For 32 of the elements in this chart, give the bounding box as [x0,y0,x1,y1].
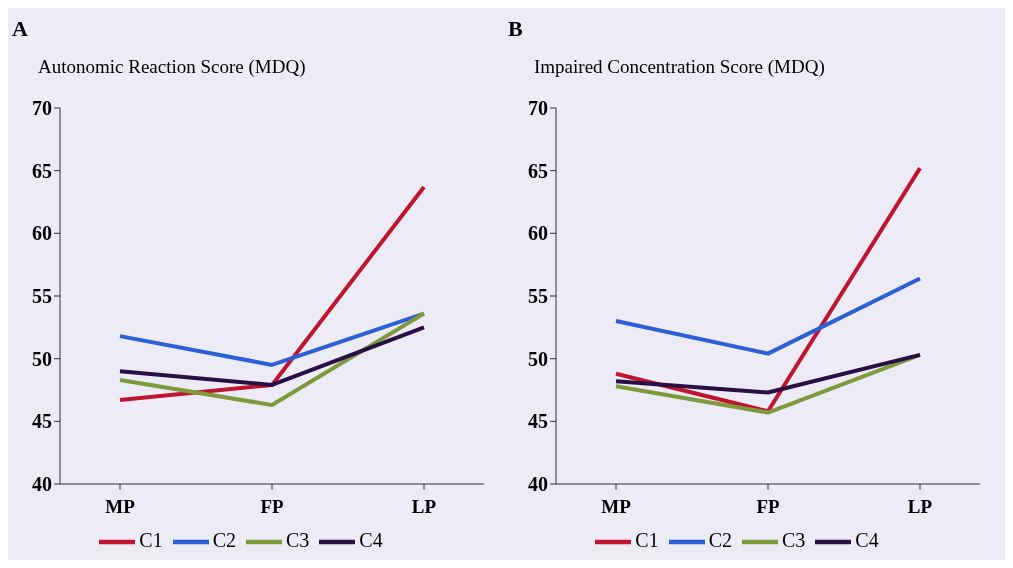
y-tick-label: 60 [528,222,548,245]
x-tick-label: MP [105,496,136,518]
legend-label: C3 [782,528,806,551]
x-tick-label: MP [601,496,632,518]
legend-label: C3 [286,528,310,551]
y-tick-label: 55 [528,285,548,308]
y-tick-label: 60 [32,222,52,245]
y-tick-label: 70 [528,97,548,120]
y-tick-label: 50 [528,347,548,370]
x-tick-label: FP [260,496,284,518]
y-tick-label: 65 [32,159,52,182]
legend-label: C1 [635,528,659,551]
y-tick-label: 50 [32,347,52,370]
y-tick-label: 65 [528,159,548,182]
legend-label: C1 [139,528,163,551]
legend-label: C2 [708,528,732,551]
y-tick-label: 40 [528,473,548,496]
x-tick-label: FP [756,496,780,518]
chart-title: B [508,16,523,42]
y-tick-label: 55 [32,285,52,308]
legend-label: C2 [212,528,236,551]
y-axis-title: Impaired Concentration Score (MDQ) [534,56,825,78]
x-tick-label: LP [907,496,933,518]
legend-label: C4 [855,528,879,551]
y-tick-label: 40 [32,473,52,496]
y-axis-title: Autonomic Reaction Score (MDQ) [38,56,306,78]
x-tick-label: LP [411,496,437,518]
y-tick-label: 45 [528,410,548,433]
chart-title: A [12,16,28,42]
legend-label: C4 [359,528,383,551]
y-tick-label: 70 [32,97,52,120]
y-tick-label: 45 [32,410,52,433]
